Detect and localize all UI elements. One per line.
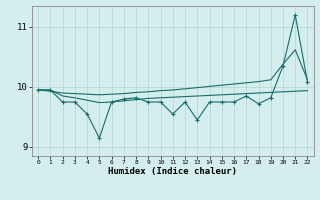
X-axis label: Humidex (Indice chaleur): Humidex (Indice chaleur) xyxy=(108,167,237,176)
